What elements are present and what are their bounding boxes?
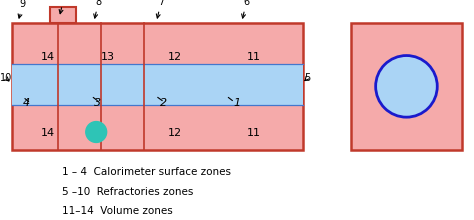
Text: 10: 10 (0, 73, 12, 83)
Text: 1 – 4  Calorimeter surface zones: 1 – 4 Calorimeter surface zones (62, 167, 231, 177)
Text: 11: 11 (246, 128, 261, 138)
Text: 13: 13 (101, 52, 115, 62)
Ellipse shape (86, 122, 107, 142)
Ellipse shape (375, 55, 437, 117)
Bar (12, 23, 303, 150)
Text: 9: 9 (18, 0, 26, 18)
Text: 8: 8 (94, 0, 101, 18)
Text: 1: 1 (233, 98, 241, 108)
Text: 11: 11 (246, 52, 261, 62)
Text: 12: 12 (168, 128, 182, 138)
Text: 4: 4 (22, 98, 30, 108)
Text: 14: 14 (40, 52, 55, 62)
Text: 12: 12 (168, 52, 182, 62)
Text: 7: 7 (156, 0, 164, 18)
Bar (12, 64, 303, 105)
Text: 6: 6 (242, 0, 249, 18)
Text: 5: 5 (304, 73, 310, 83)
Text: 5 –10  Refractories zones: 5 –10 Refractories zones (62, 187, 193, 196)
Bar (351, 23, 462, 150)
Text: 2: 2 (160, 98, 167, 108)
Text: 3: 3 (93, 98, 101, 108)
Text: 14: 14 (40, 128, 55, 138)
Text: 11–14  Volume zones: 11–14 Volume zones (62, 206, 173, 216)
Bar (50, 7, 76, 23)
Text: outlet: outlet (50, 0, 78, 14)
